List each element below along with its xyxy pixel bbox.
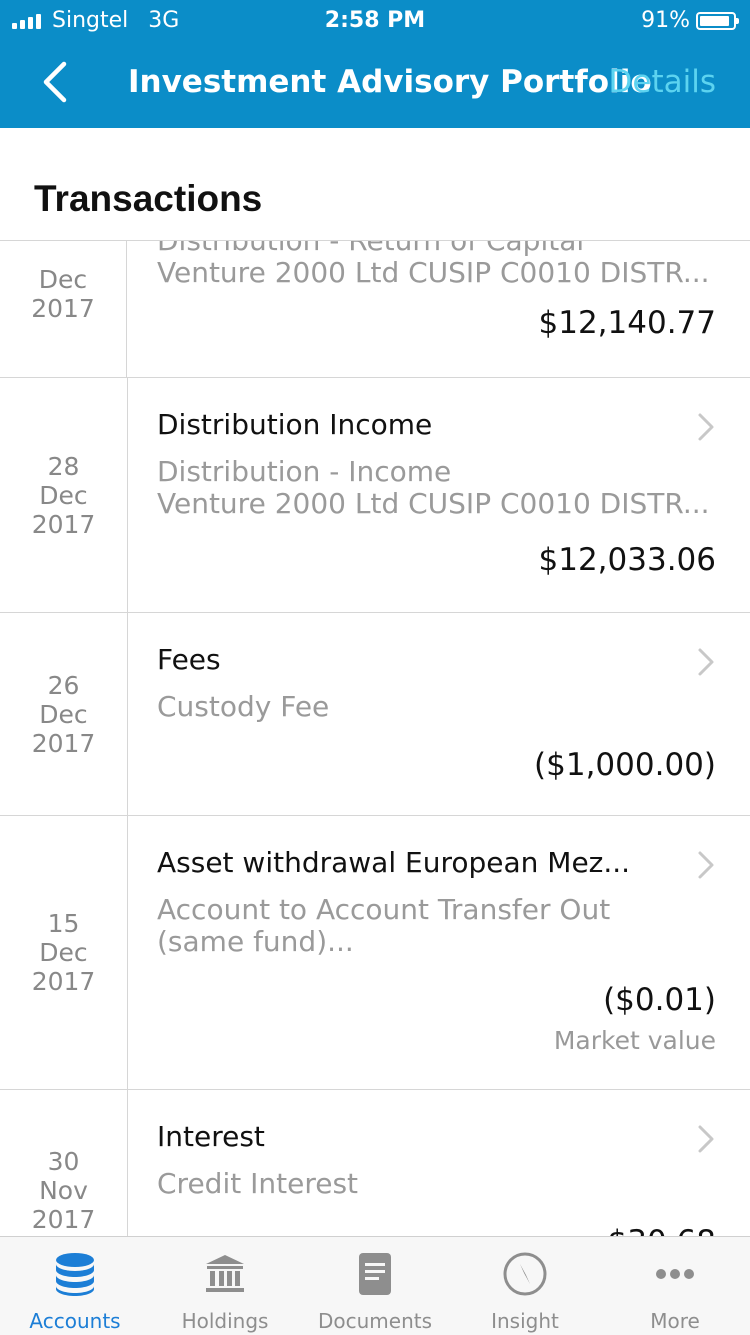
date-month: Nov xyxy=(39,1175,88,1205)
date-year: 2017 xyxy=(31,967,96,996)
battery-percent: 91% xyxy=(641,8,690,33)
clock: 2:58 PM xyxy=(324,8,426,33)
document-icon xyxy=(359,1253,391,1295)
date-day: 26 xyxy=(47,670,80,700)
transaction-content: Asset withdrawal European Mez... Account… xyxy=(157,816,716,1089)
network-type: 3G xyxy=(148,8,180,33)
chevron-right-icon xyxy=(698,648,714,676)
section-title: Transactions xyxy=(34,178,263,219)
date-month: Dec xyxy=(38,265,88,294)
tab-bar: Accounts Holdings Documents xyxy=(0,1236,750,1335)
transaction-title: Interest xyxy=(157,1120,265,1153)
transaction-amount: $12,140.77 xyxy=(538,305,717,341)
database-icon xyxy=(56,1253,94,1296)
transaction-date: 30 Nov 2017 xyxy=(0,1090,128,1237)
transaction-amount: ($1,000.00) xyxy=(534,747,716,783)
date-month: Dec xyxy=(39,699,88,729)
details-button[interactable]: Details xyxy=(608,64,716,100)
amount-note: Market value xyxy=(553,1026,716,1055)
page-title: Investment Advisory Portfolio xyxy=(128,64,652,100)
date-day: 15 xyxy=(47,909,80,938)
tab-label: More xyxy=(650,1309,700,1333)
transaction-row[interactable]: 15 Dec 2017 Asset withdrawal European Me… xyxy=(0,816,750,1090)
tab-more[interactable]: More xyxy=(600,1237,750,1335)
more-icon xyxy=(656,1269,694,1279)
date-year: 2017 xyxy=(31,294,95,323)
back-chevron-icon[interactable] xyxy=(36,60,80,104)
transaction-detail: (same fund)... xyxy=(157,926,354,958)
transaction-content: Distribution Income Distribution - Incom… xyxy=(157,378,716,612)
signal-icon xyxy=(12,13,44,29)
transaction-date: Dec 2017 xyxy=(0,241,127,377)
transaction-content: Interest Credit Interest $30.68 xyxy=(157,1090,716,1237)
transaction-content: Distribution - Return of Capital Venture… xyxy=(157,240,717,377)
chevron-right-icon xyxy=(698,851,714,879)
battery-status: 91% xyxy=(641,8,739,33)
date-month: Dec xyxy=(39,938,88,967)
compass-icon xyxy=(503,1252,547,1296)
transaction-list[interactable]: Dec 2017 Distribution - Return of Capita… xyxy=(0,240,750,1237)
tab-label: Accounts xyxy=(29,1309,121,1333)
navigation-bar: Investment Advisory Portfolio Details xyxy=(0,48,750,120)
date-year: 2017 xyxy=(31,509,96,539)
app-header: Singtel 3G 2:58 PM 91% Investment Adviso… xyxy=(0,0,750,128)
transaction-description: Custody Fee xyxy=(157,691,330,723)
tab-insight[interactable]: Insight xyxy=(450,1237,600,1335)
tab-documents[interactable]: Documents xyxy=(300,1237,450,1335)
transaction-date: 28 Dec 2017 xyxy=(0,378,128,612)
transaction-title: Fees xyxy=(157,643,221,676)
transaction-title: Distribution Income xyxy=(157,408,433,441)
transaction-description: Account to Account Transfer Out xyxy=(157,894,611,926)
transaction-row[interactable]: 30 Nov 2017 Interest Credit Interest $30… xyxy=(0,1090,750,1237)
date-month: Dec xyxy=(39,480,88,510)
date-year: 2017 xyxy=(31,1204,96,1234)
transaction-row[interactable]: 26 Dec 2017 Fees Custody Fee ($1,000.00) xyxy=(0,613,750,816)
carrier-name: Singtel xyxy=(52,8,129,33)
transaction-description: Distribution - Return of Capital xyxy=(157,240,585,257)
transaction-detail: Venture 2000 Ltd CUSIP C0010 DISTR... xyxy=(157,488,710,520)
chevron-right-icon xyxy=(698,413,714,441)
transaction-row[interactable]: Dec 2017 Distribution - Return of Capita… xyxy=(0,240,750,378)
transaction-detail: Venture 2000 Ltd CUSIP C0010 DISTR... xyxy=(157,257,710,289)
transaction-content: Fees Custody Fee ($1,000.00) xyxy=(157,613,716,815)
tab-label: Documents xyxy=(317,1309,433,1333)
tab-holdings[interactable]: Holdings xyxy=(150,1237,300,1335)
transaction-date: 26 Dec 2017 xyxy=(0,613,128,815)
date-day: 28 xyxy=(47,451,80,481)
tab-label: Insight xyxy=(491,1309,559,1333)
transaction-amount: $12,033.06 xyxy=(538,542,717,578)
transaction-description: Distribution - Income xyxy=(157,456,452,488)
carrier-info: Singtel 3G xyxy=(12,8,179,33)
transaction-date: 15 Dec 2017 xyxy=(0,816,128,1089)
date-day: 30 xyxy=(47,1146,80,1176)
transaction-title: Asset withdrawal European Mez... xyxy=(157,846,631,879)
tab-accounts[interactable]: Accounts xyxy=(0,1237,150,1335)
battery-icon xyxy=(696,11,739,30)
transaction-row[interactable]: 28 Dec 2017 Distribution Income Distribu… xyxy=(0,378,750,613)
transaction-amount: ($0.01) xyxy=(603,982,716,1018)
transaction-description: Credit Interest xyxy=(157,1168,359,1200)
bank-icon xyxy=(206,1255,244,1292)
date-year: 2017 xyxy=(31,728,96,758)
tab-label: Holdings xyxy=(181,1309,269,1333)
status-bar: Singtel 3G 2:58 PM 91% xyxy=(0,0,750,40)
transaction-amount: $30.68 xyxy=(608,1224,716,1237)
chevron-right-icon xyxy=(698,1125,714,1153)
